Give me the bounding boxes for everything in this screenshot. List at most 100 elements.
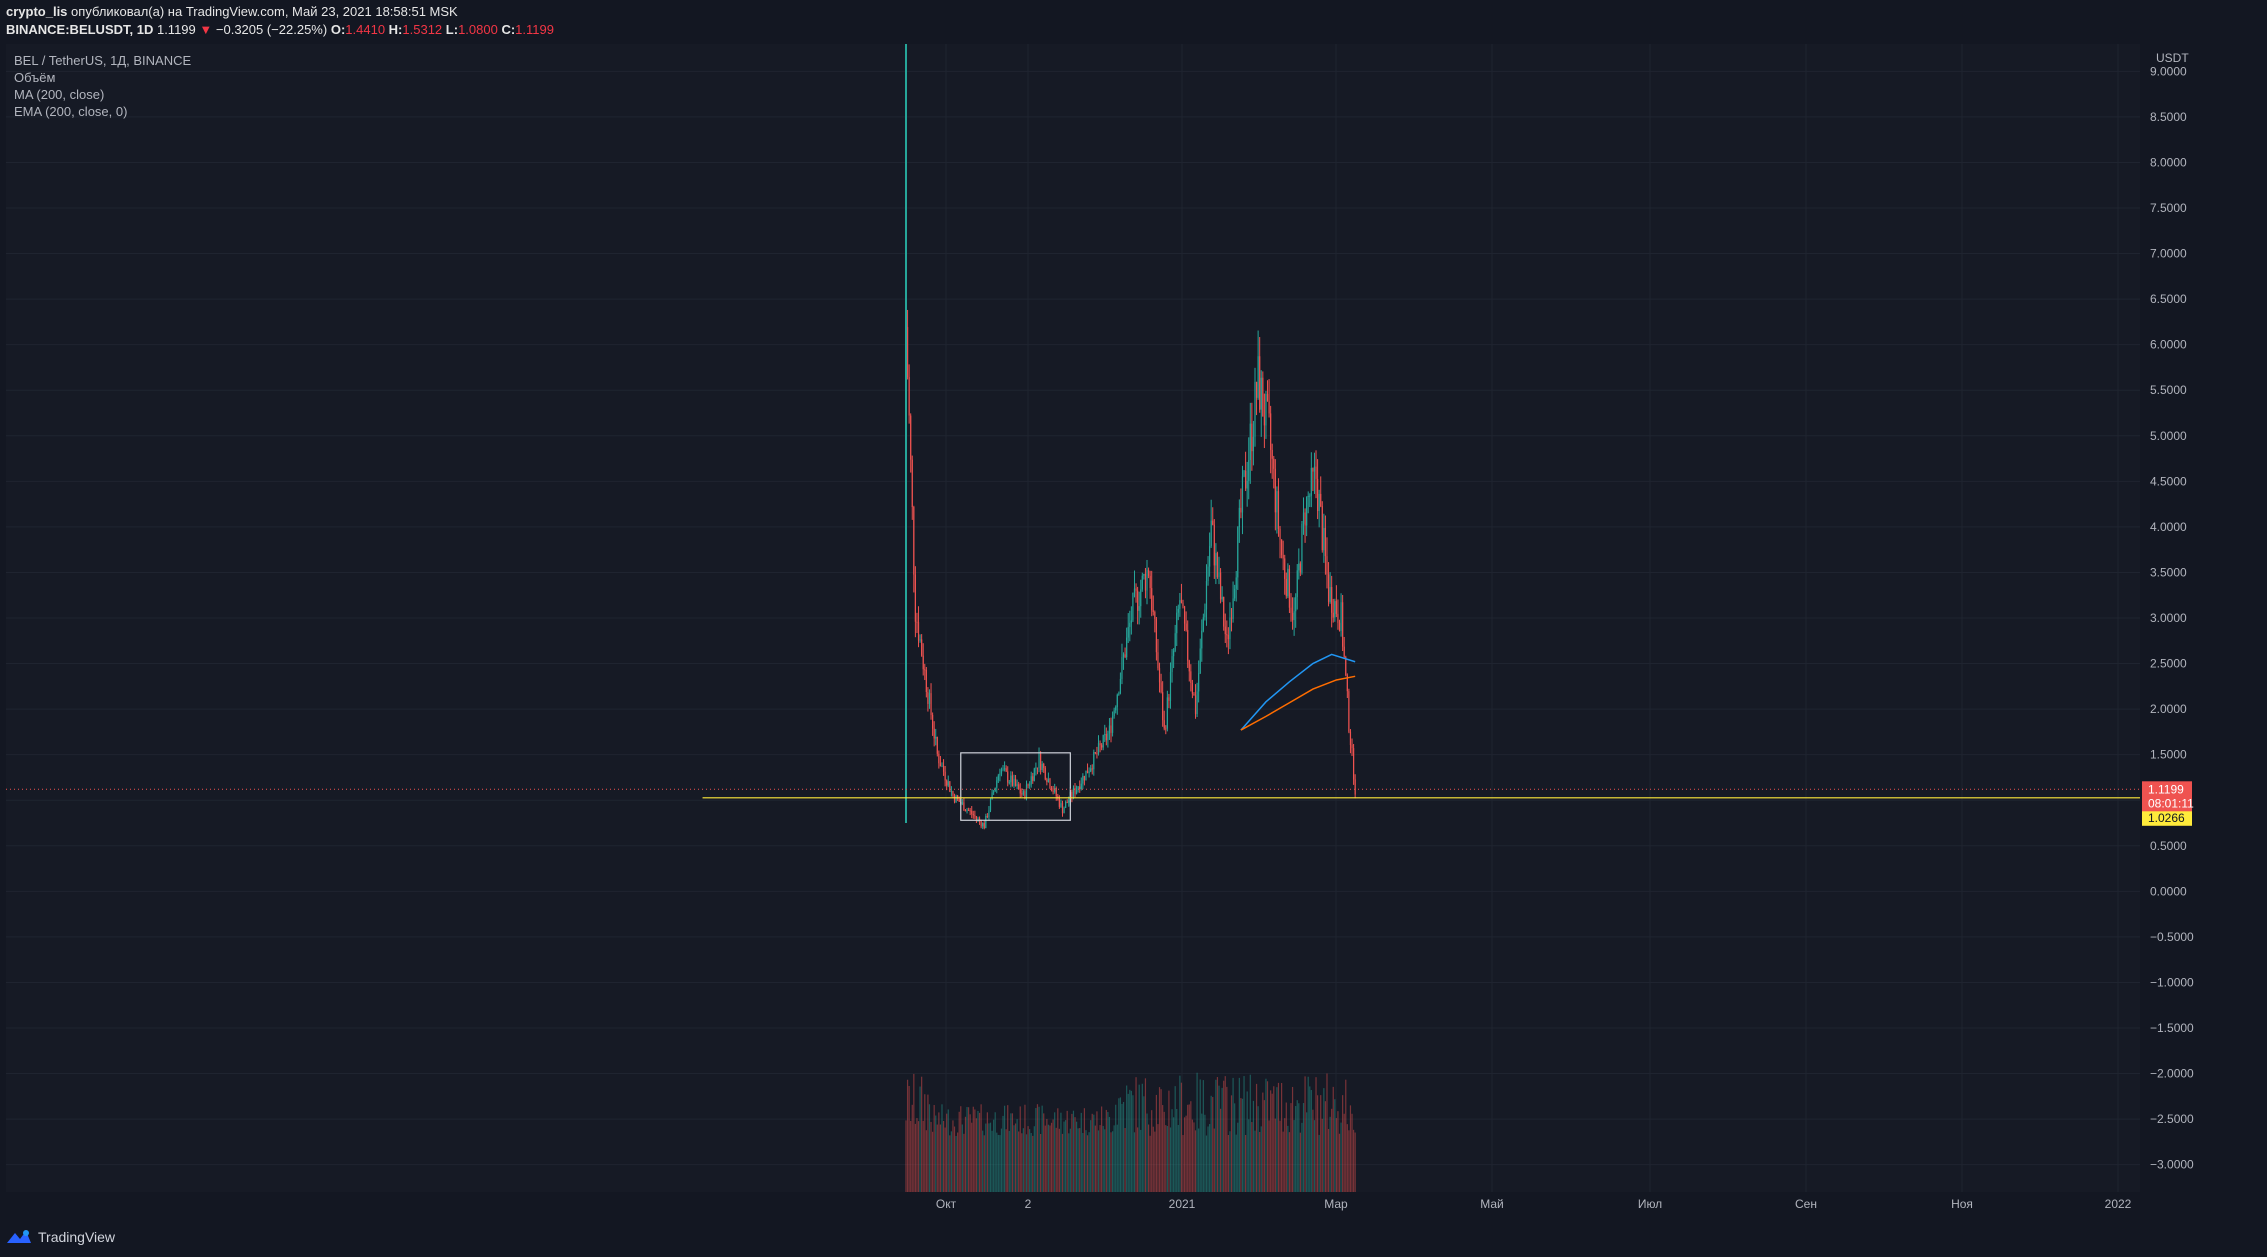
candle-body — [1039, 753, 1042, 770]
candle-body — [1307, 495, 1309, 497]
candle-body — [1204, 609, 1206, 618]
candle-body — [1119, 678, 1122, 694]
volume-bar — [1198, 1128, 1200, 1192]
price-axis[interactable] — [2140, 44, 2194, 1218]
candle-body — [1296, 570, 1298, 598]
tradingview-brand[interactable]: TradingView — [6, 1229, 115, 1245]
candle-body — [1320, 493, 1322, 507]
legend-ma[interactable]: MA (200, close) — [14, 87, 105, 102]
volume-bar — [968, 1107, 970, 1192]
price-tick-label: 7.5000 — [2150, 201, 2187, 215]
time-axis[interactable] — [6, 1192, 2140, 1218]
candle-body — [942, 765, 945, 772]
candle-body — [969, 810, 971, 812]
legend-ema[interactable]: EMA (200, close, 0) — [14, 104, 128, 119]
volume-bar — [1160, 1089, 1162, 1192]
candle-body — [986, 816, 988, 818]
candle-body — [1241, 476, 1244, 513]
volume-bar — [925, 1130, 927, 1192]
volume-bar — [1132, 1095, 1134, 1192]
volume-bar — [1068, 1133, 1070, 1192]
volume-bar — [1007, 1105, 1009, 1192]
price-tick-label: 9.0000 — [2150, 64, 2187, 78]
volume-bar — [1133, 1132, 1136, 1192]
chart-area[interactable]: 9.0000 8.5000 8.0000 7.5000 7.0000 6.5000 6.00… — [6, 44, 2194, 1218]
candle-body — [1176, 612, 1178, 634]
volume-bar — [1270, 1090, 1272, 1192]
volume-bar — [1291, 1086, 1294, 1192]
volume-bar — [1329, 1116, 1331, 1192]
candle-body — [1255, 382, 1258, 398]
symbol-label: BINANCE:BELUSDT, 1D — [6, 22, 154, 37]
volume-bar — [1165, 1125, 1167, 1192]
candle-body — [1157, 652, 1159, 669]
volume-bar — [1196, 1072, 1198, 1192]
volume-bar — [1129, 1089, 1131, 1192]
range-box[interactable] — [960, 752, 1071, 821]
volume-bar — [1019, 1106, 1021, 1192]
candle-body — [1235, 577, 1237, 589]
candle-body — [1262, 377, 1264, 417]
volume-bar — [1241, 1098, 1244, 1192]
candle-body — [930, 693, 932, 715]
legend-volume[interactable]: Объём — [14, 70, 56, 85]
volume-bar — [921, 1076, 923, 1192]
candle-body — [1302, 512, 1305, 524]
volume-bar — [1263, 1100, 1265, 1192]
candle-body — [1279, 528, 1281, 540]
volume-bar — [1340, 1122, 1342, 1192]
candle-body — [1016, 784, 1018, 786]
open-label: O: — [330, 22, 346, 37]
volume-bar — [978, 1112, 981, 1192]
candle-body — [968, 809, 970, 811]
volume-bar — [1262, 1092, 1264, 1192]
candle-body — [999, 773, 1001, 776]
candle-body — [925, 669, 927, 693]
candle-body — [1029, 784, 1031, 786]
volume-bar — [1199, 1079, 1201, 1192]
candle-body — [924, 669, 926, 671]
price-tick-label: 5.0000 — [2150, 429, 2187, 443]
volume-bar — [1326, 1073, 1328, 1192]
candle-body — [1113, 710, 1115, 717]
candle-body — [1352, 748, 1355, 780]
volume-bar — [1065, 1120, 1067, 1192]
volume-bar — [1227, 1135, 1229, 1192]
candle-body — [1168, 697, 1170, 701]
volume-bar — [1126, 1085, 1128, 1192]
candle-body — [1281, 539, 1283, 555]
price-chart[interactable]: 9.0000 8.5000 8.0000 7.5000 7.0000 6.5000 6.00… — [6, 44, 2194, 1218]
candle-body — [1099, 743, 1101, 746]
publish-line: crypto_lis опубликовал(а) на TradingView… — [6, 4, 458, 19]
candle-body — [1274, 468, 1276, 513]
volume-bar — [1255, 1083, 1258, 1192]
candle-body — [1252, 436, 1255, 452]
price-tick-label: 8.5000 — [2150, 110, 2187, 124]
candle-body — [916, 621, 918, 623]
volume-bar — [1047, 1124, 1050, 1192]
legend-title: BEL / TetherUS, 1Д, BINANCE — [14, 53, 192, 68]
volume-bar — [1169, 1127, 1172, 1192]
candle-body — [1306, 496, 1308, 526]
volume-bar — [1033, 1126, 1035, 1192]
candle-body — [1290, 607, 1292, 613]
candle-body — [1180, 600, 1183, 603]
brand-label: TradingView — [38, 1229, 116, 1245]
candle-body — [917, 622, 920, 641]
candle-body — [1022, 791, 1024, 795]
candle-body — [1158, 668, 1161, 683]
author-name[interactable]: crypto_lis — [6, 4, 68, 19]
candle-body — [1215, 553, 1217, 566]
candle-body — [983, 822, 985, 829]
legend: BEL / TetherUS, 1Д, BINANCE Объём MA (20… — [14, 52, 191, 120]
candle-body — [1052, 790, 1054, 792]
candle-body — [1349, 731, 1352, 746]
volume-bar — [1025, 1134, 1028, 1192]
candle-body — [921, 639, 923, 656]
volume-bar — [1063, 1121, 1065, 1192]
volume-bar — [1276, 1087, 1278, 1192]
volume-bar — [1346, 1124, 1348, 1192]
volume-bar — [1088, 1132, 1090, 1192]
candle-body — [1276, 491, 1278, 513]
candle-body — [1327, 574, 1330, 602]
